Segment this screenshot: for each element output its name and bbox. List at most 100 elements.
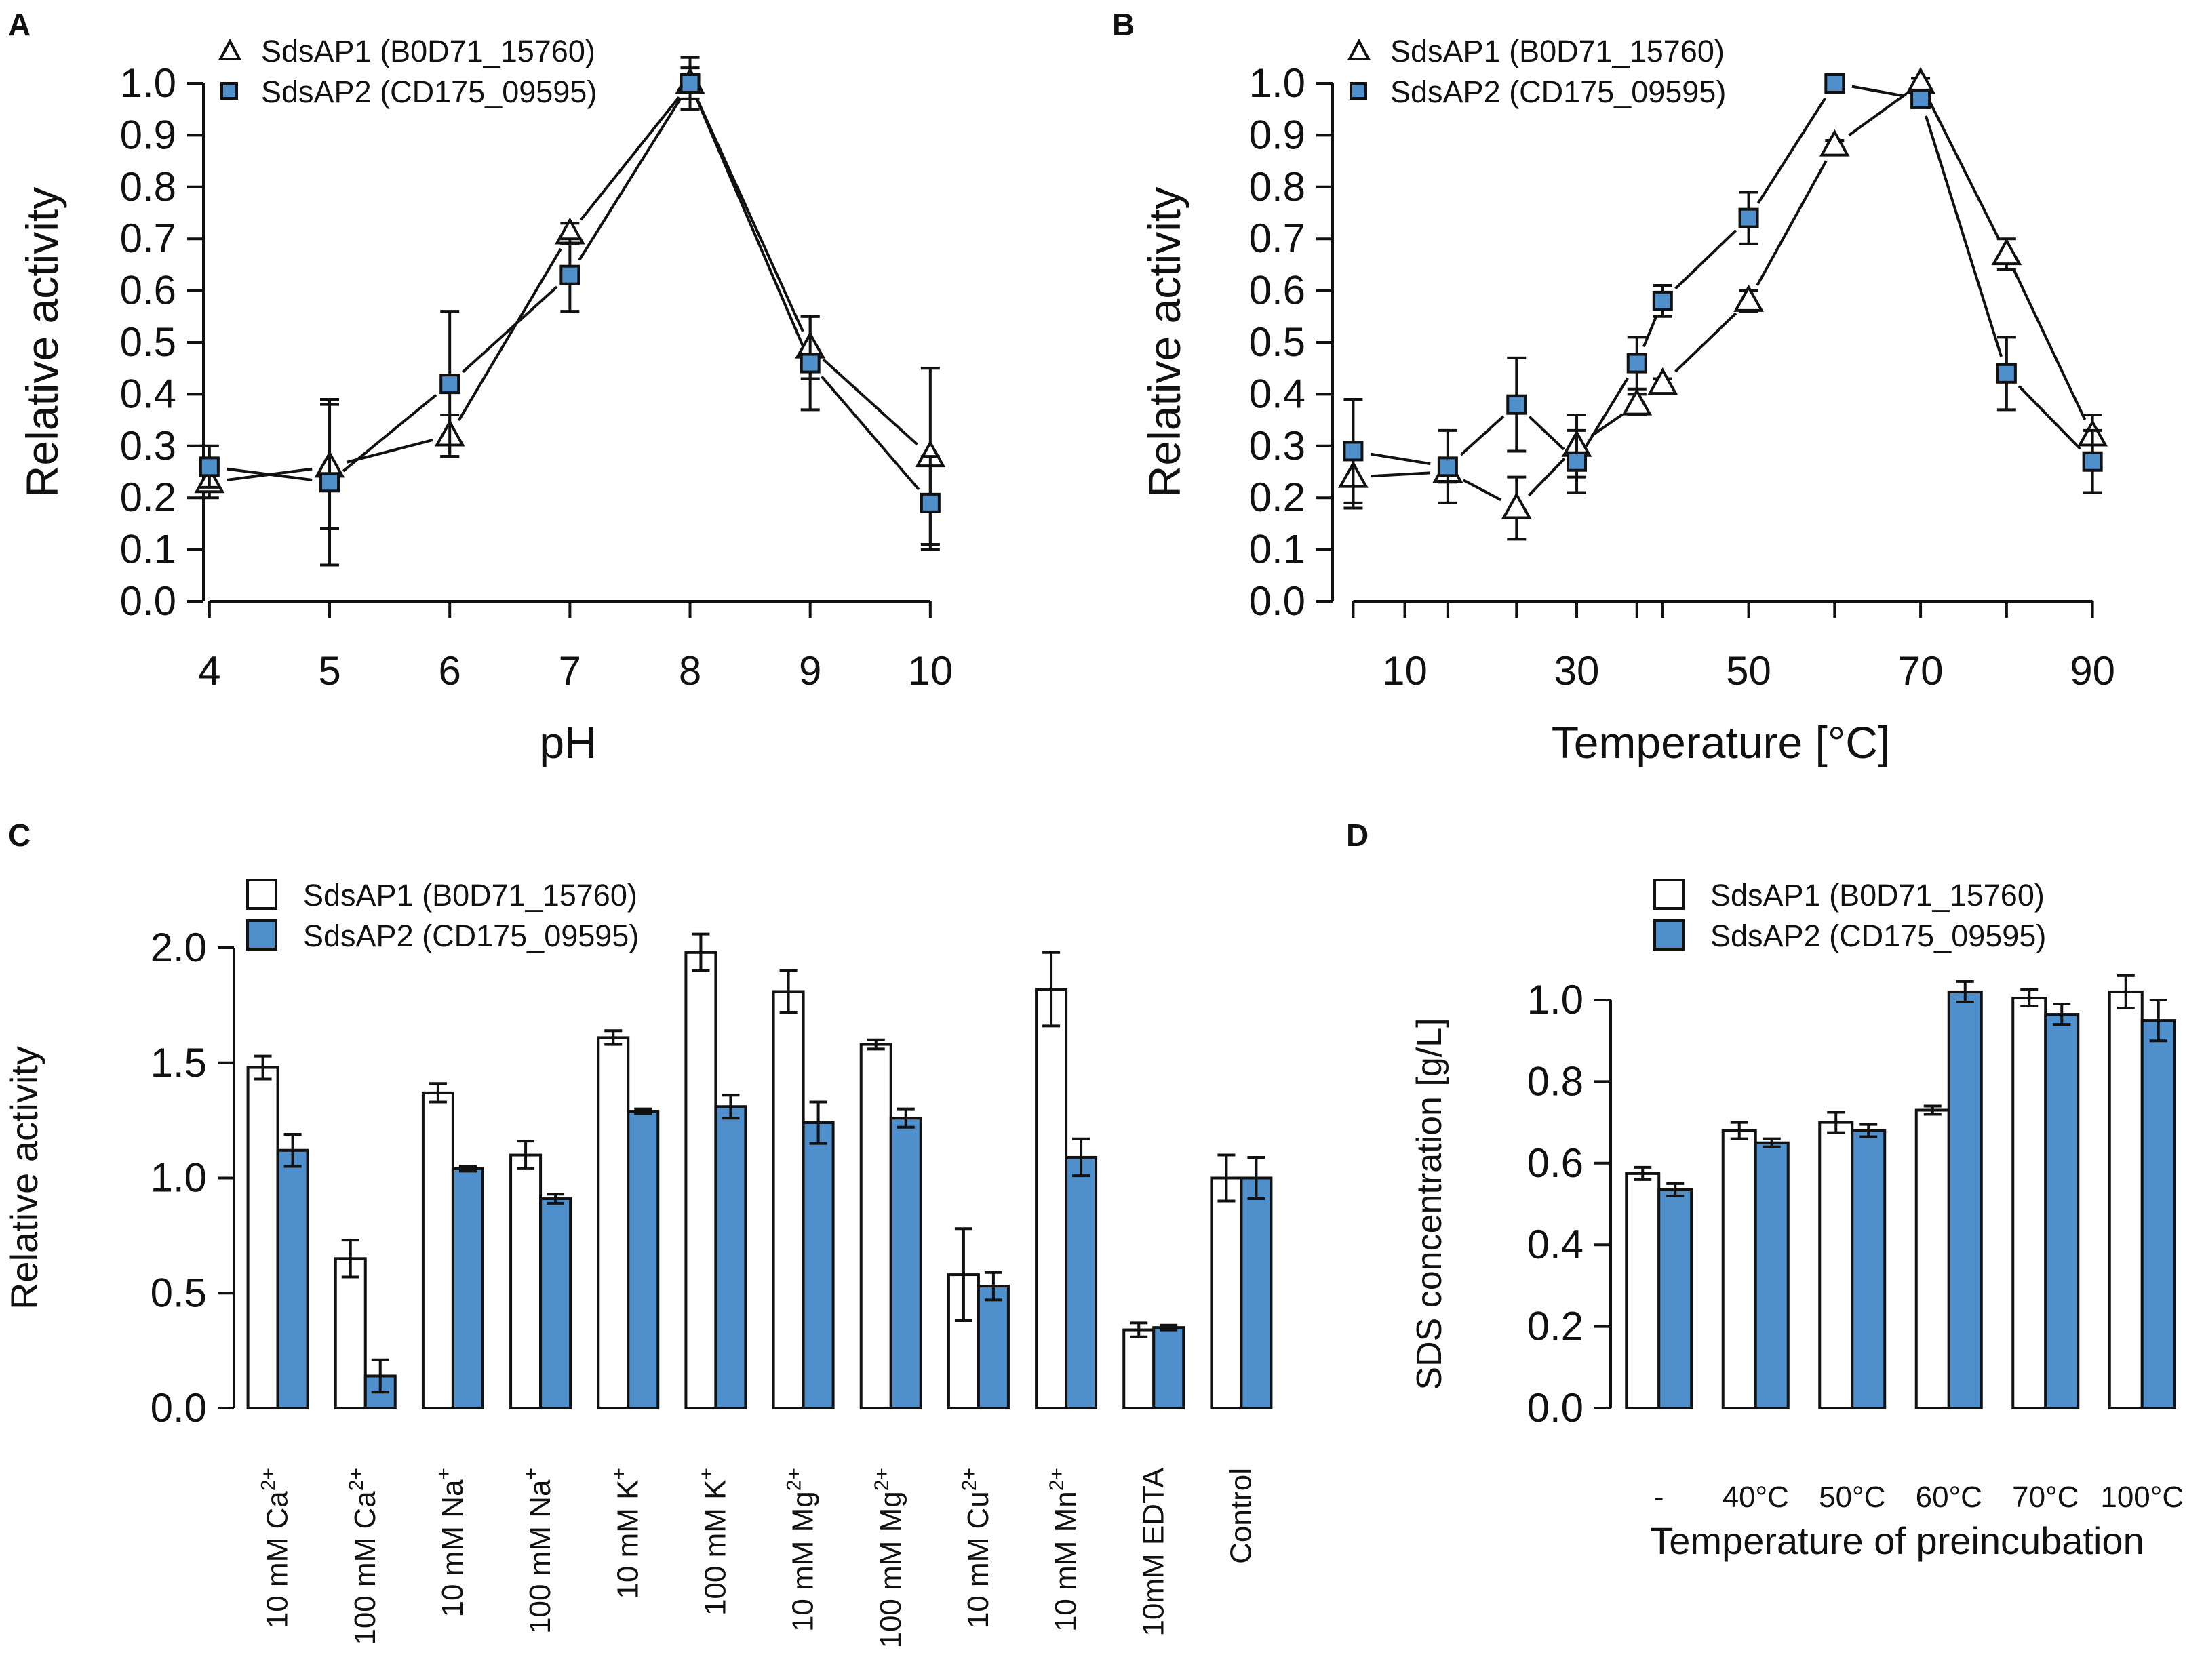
C-y-tick-label: 0.5 bbox=[151, 1270, 207, 1315]
panel-letter-A: A bbox=[8, 7, 31, 42]
A-legend-triangle-icon bbox=[218, 38, 242, 60]
A-y-tick-label: 0.2 bbox=[120, 475, 176, 520]
B-point-triangle bbox=[1991, 238, 2022, 266]
A-y-tick-label: 0.7 bbox=[120, 216, 176, 261]
C-bar-sdsap2 bbox=[539, 1197, 572, 1410]
A-series-1-segment bbox=[457, 247, 562, 422]
B-y-tick-label: 0.5 bbox=[1249, 319, 1305, 365]
D-legend-swatch bbox=[1653, 879, 1685, 910]
B-y-tick-label: 0.1 bbox=[1249, 527, 1305, 572]
A-point-square bbox=[199, 456, 220, 477]
D-category-label: 70°C bbox=[2012, 1481, 2079, 1514]
B-y-tick-label: 0.3 bbox=[1249, 423, 1305, 468]
B-point-triangle bbox=[1647, 367, 1678, 395]
B-point-square bbox=[1652, 290, 1673, 311]
D-category-label: 60°C bbox=[1916, 1481, 1982, 1514]
B-series-1-segment bbox=[1848, 92, 1908, 137]
B-y-tick-label: 0.6 bbox=[1249, 268, 1305, 313]
D-y-tick-label: 0.0 bbox=[1527, 1385, 1583, 1431]
C-category-label-sup: 2+ bbox=[871, 1468, 893, 1491]
B-x-tick-label: 10 bbox=[1382, 648, 1428, 694]
A-y-tick-label: 0.9 bbox=[120, 112, 176, 157]
B-series-1-segment bbox=[1756, 160, 1828, 287]
C-y-tick-label: 0.0 bbox=[151, 1385, 207, 1431]
A-y-tick-label: 0.4 bbox=[120, 371, 176, 416]
D-bar-sdsap2 bbox=[2044, 1013, 2080, 1409]
D-y-tick-label: 0.8 bbox=[1527, 1058, 1583, 1104]
C-category-label-sup: 2+ bbox=[345, 1468, 368, 1491]
D-y-tick-label: 0.6 bbox=[1527, 1140, 1583, 1186]
C-bar-sdsap2 bbox=[977, 1285, 1010, 1409]
B-point-square bbox=[1437, 456, 1458, 477]
C-bar-sdsap1 bbox=[1035, 988, 1068, 1409]
B-point-square bbox=[1343, 441, 1364, 462]
C-bars bbox=[246, 932, 1273, 1410]
C-category-label-text: 10 mM K bbox=[611, 1480, 644, 1599]
B-point-triangle bbox=[1733, 284, 1764, 312]
C-category-label-text: Control bbox=[1224, 1468, 1257, 1564]
B-x-axis: 10 30 50 70 90 Temperature [°C] bbox=[1352, 600, 2115, 767]
D-bar-sdsap2 bbox=[2140, 1019, 2176, 1409]
C-bar-sdsap2 bbox=[802, 1121, 835, 1410]
A-series-2-segment bbox=[462, 285, 558, 374]
A-y-tick-label: 0.5 bbox=[120, 319, 176, 365]
C-bar-sdsap2 bbox=[1065, 1155, 1098, 1409]
B-y-tick-label: 0.9 bbox=[1249, 112, 1305, 157]
C-bar-sdsap1 bbox=[684, 951, 717, 1410]
B-y-tick-label: 0.8 bbox=[1249, 164, 1305, 209]
C-category-label: 100 mM Mg2+ bbox=[871, 1468, 907, 1649]
A-y-tick-label: 0.1 bbox=[120, 527, 176, 572]
A-x-tick-label: 7 bbox=[559, 648, 581, 694]
D-y-tick-label: 0.2 bbox=[1527, 1304, 1583, 1349]
C-bar-sdsap2 bbox=[889, 1117, 922, 1409]
C-legend: SdsAP1 (B0D71_15760) SdsAP2 (CD175_09595) bbox=[246, 878, 639, 953]
C-category-label-sup: 2+ bbox=[783, 1468, 806, 1491]
A-x-axis-title: pH bbox=[539, 717, 596, 767]
C-y-axis-title: Relative activity bbox=[3, 1046, 45, 1310]
A-legend-label: SdsAP1 (B0D71_15760) bbox=[261, 34, 595, 68]
A-point-square bbox=[319, 472, 340, 493]
D-y-tick-label: 1.0 bbox=[1527, 977, 1583, 1022]
C-category-label-text: 10 mM Ca bbox=[261, 1491, 294, 1628]
D-y-axis: 0.0 0.2 0.4 0.6 0.8 1.0 SDS concentration [g/L… bbox=[1410, 977, 1612, 1431]
C-y-tick-label: 1.5 bbox=[151, 1040, 207, 1085]
B-y-axis: 0.0 0.1 0.2 0.3 0.4 0.5 0.6 0.7 0.8 0.9 1.0 Relativ… bbox=[1139, 60, 1334, 624]
B-legend-label: SdsAP2 (CD175_09595) bbox=[1390, 75, 1726, 109]
C-bar-sdsap2 bbox=[451, 1167, 484, 1410]
A-x-tick-label: 9 bbox=[799, 648, 821, 694]
B-point-square bbox=[1567, 451, 1588, 472]
D-category-label: 100°C bbox=[2100, 1481, 2184, 1514]
C-category-labels: 10 mM Ca2+100 mM Ca2+10 mM Na+100 mM Na+… bbox=[258, 1467, 1258, 1648]
B-series-2-segment bbox=[1756, 97, 1827, 204]
C-category-label: 10 mM Na+ bbox=[433, 1468, 469, 1617]
B-series-2-segment bbox=[1370, 452, 1431, 466]
B-series-2-segment bbox=[2018, 385, 2081, 450]
C-category-label-sup: 2+ bbox=[1046, 1468, 1068, 1491]
B-y-tick-label: 1.0 bbox=[1249, 60, 1305, 106]
B-series-1-segment bbox=[1527, 458, 1566, 497]
D-legend-label: SdsAP1 (B0D71_15760) bbox=[1710, 878, 2045, 913]
A-series-1-segment bbox=[822, 358, 918, 446]
D-y-tick-label: 0.4 bbox=[1527, 1222, 1583, 1267]
B-series-1-segment bbox=[2013, 269, 2087, 420]
B-point-square bbox=[1738, 207, 1759, 228]
B-series-2-segment bbox=[1642, 317, 1657, 348]
B-series-1-segment bbox=[1674, 312, 1737, 373]
B-x-axis-title: Temperature [°C] bbox=[1552, 717, 1891, 767]
C-category-label-sup: 2+ bbox=[958, 1468, 981, 1491]
C-bar-sdsap2 bbox=[714, 1105, 747, 1409]
C-category-label: 10 mM Mg2+ bbox=[783, 1468, 820, 1632]
C-category-label-text: 10 mM Mn bbox=[1049, 1491, 1082, 1632]
A-series-2-segment bbox=[342, 394, 437, 473]
A-x-tick-label: 6 bbox=[439, 648, 461, 694]
B-y-tick-label: 0.4 bbox=[1249, 371, 1305, 416]
C-category-label: 100 mM K+ bbox=[695, 1468, 732, 1616]
B-point-square bbox=[1996, 363, 2017, 384]
C-bar-sdsap2 bbox=[276, 1148, 309, 1409]
B-x-tick-label: 90 bbox=[2070, 648, 2115, 694]
D-bar-sdsap1 bbox=[1914, 1108, 1950, 1410]
C-bar-sdsap2 bbox=[1240, 1176, 1273, 1409]
A-y-axis: 0.0 0.1 0.2 0.3 0.4 0.5 0.6 0.7 0.8 0.9 1.0 Relativ… bbox=[17, 60, 205, 624]
A-x-tick-label: 8 bbox=[679, 648, 701, 694]
D-legend-label: SdsAP2 (CD175_09595) bbox=[1710, 919, 2046, 953]
